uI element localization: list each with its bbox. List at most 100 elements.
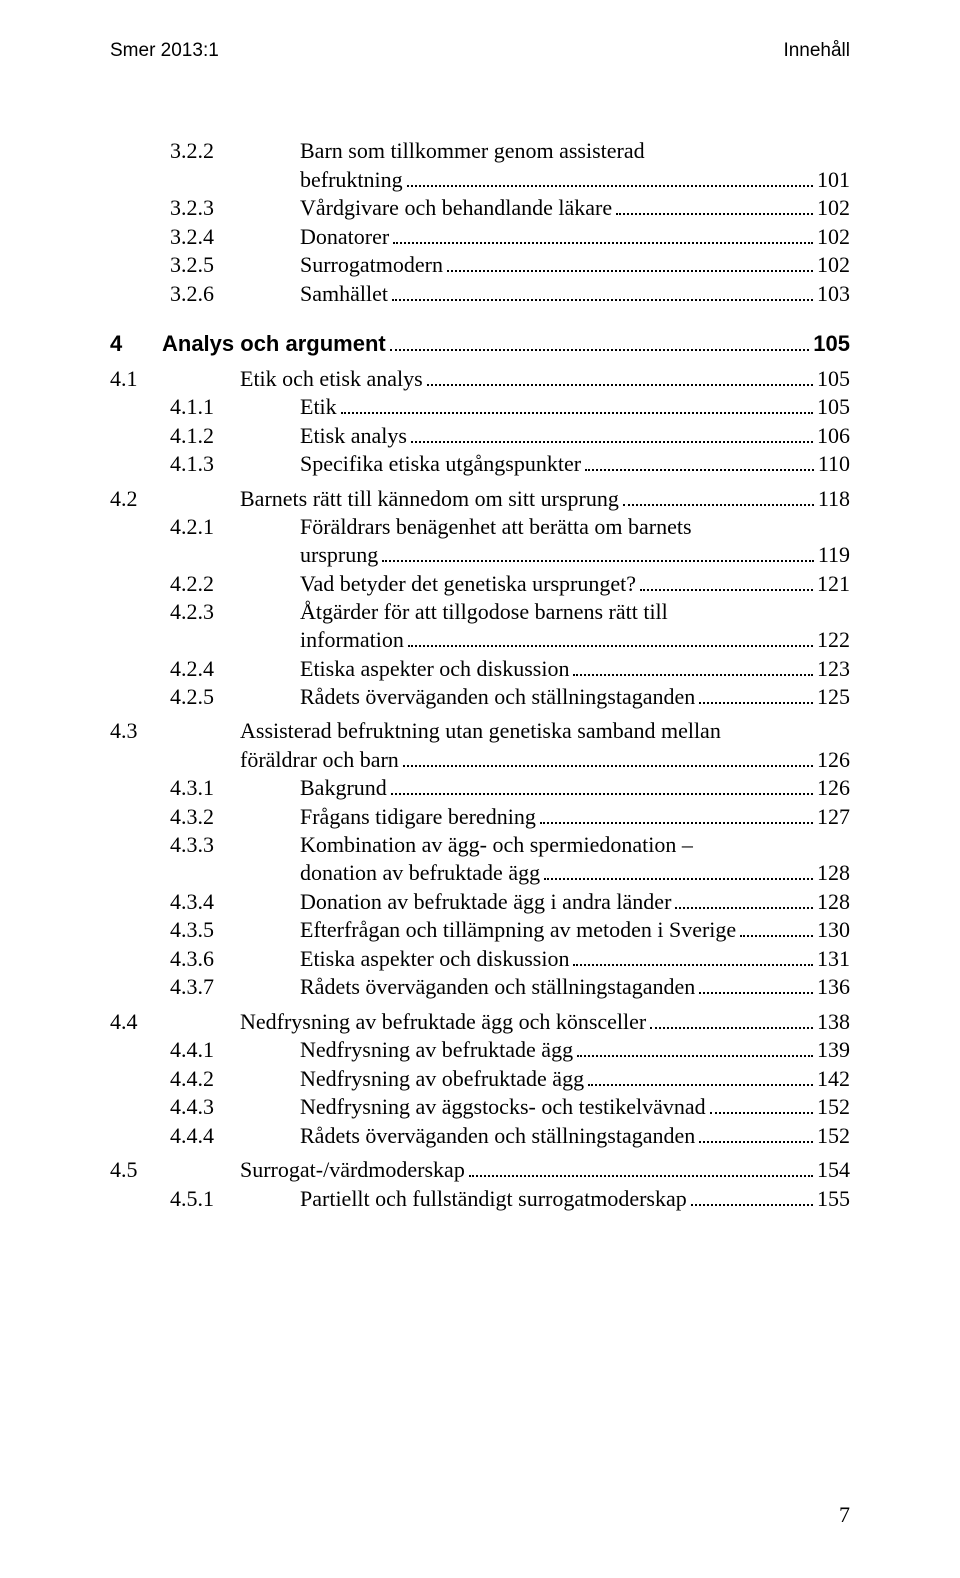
toc-line: 4.3.3Kombination av ägg- och spermiedona… — [110, 834, 850, 856]
toc-label: Efterfrågan och tillämpning av metoden i… — [300, 919, 736, 941]
toc-page: 130 — [817, 919, 850, 941]
toc-label: Samhället — [300, 283, 388, 305]
toc-label: Surrogat-/värdmoderskap — [240, 1159, 465, 1181]
toc-page: 121 — [817, 573, 850, 595]
toc-number: 4.2.2 — [110, 573, 300, 595]
toc-line: 4Analys och argument 105 — [110, 333, 850, 356]
toc-leader-dots — [623, 487, 814, 506]
header-left: Smer 2013:1 — [110, 40, 219, 62]
toc-line: 4.2.2Vad betyder det genetiska ursprunge… — [110, 572, 850, 595]
toc-label: information — [300, 629, 404, 651]
toc-number: 4.3 — [110, 720, 240, 742]
toc-page: 122 — [817, 629, 850, 651]
toc-page: 136 — [817, 976, 850, 998]
toc-line: 4.5Surrogat-/värdmoderskap154 — [110, 1159, 850, 1182]
toc-leader-dots — [710, 1096, 813, 1115]
toc-number: 4 — [110, 333, 162, 355]
toc-leader-dots — [675, 890, 813, 909]
toc-number: 4.4.4 — [110, 1125, 300, 1147]
toc-page: 102 — [817, 254, 850, 276]
toc-line: 4.3Assisterad befruktning utan genetiska… — [110, 720, 850, 742]
header-right: Innehåll — [783, 40, 850, 62]
toc-leader-dots — [640, 572, 813, 591]
toc-page: 101 — [817, 169, 850, 191]
toc-number: 4.1.3 — [110, 453, 300, 475]
toc-number: 4.3.7 — [110, 976, 300, 998]
toc-page: 118 — [818, 488, 850, 510]
toc-line: 3.2.2Barn som tillkommer genom assistera… — [110, 140, 850, 162]
toc-leader-dots — [407, 168, 813, 187]
toc-label: Etiska aspekter och diskussion — [300, 658, 569, 680]
toc-line: 3.2.5Surrogatmodern102 — [110, 254, 850, 277]
toc-line: 4.1Etik och etisk analys105 — [110, 367, 850, 390]
toc-leader-dots — [577, 1039, 813, 1058]
toc-leader-dots — [393, 225, 813, 244]
toc-leader-dots — [699, 1124, 813, 1143]
toc-page: 127 — [817, 806, 850, 828]
toc-page: 110 — [818, 453, 850, 475]
toc-number: 3.2.2 — [110, 140, 300, 162]
toc-leader-dots — [691, 1187, 813, 1206]
toc-line: 4.4.4Rådets överväganden och ställningst… — [110, 1124, 850, 1147]
table-of-contents: 3.2.2Barn som tillkommer genom assistera… — [110, 140, 850, 1216]
toc-label: Etisk analys — [300, 425, 407, 447]
toc-line: 4.1.1Etik 105 — [110, 396, 850, 419]
toc-page: 152 — [817, 1125, 850, 1147]
toc-label: Bakgrund — [300, 777, 387, 799]
toc-page: 138 — [817, 1011, 850, 1033]
toc-leader-dots — [585, 453, 814, 472]
toc-line: 4.1.3Specifika etiska utgångspunkter110 — [110, 453, 850, 476]
toc-line: 4.1.2Etisk analys106 — [110, 424, 850, 447]
toc-number: 4.1.1 — [110, 396, 300, 418]
toc-leader-dots — [650, 1010, 813, 1029]
toc-page: 106 — [817, 425, 850, 447]
toc-label: föräldrar och barn — [240, 749, 399, 771]
toc-leader-dots — [411, 424, 813, 443]
toc-line: 4.2.5Rådets överväganden och ställningst… — [110, 686, 850, 709]
toc-page: 131 — [817, 948, 850, 970]
toc-page: 154 — [817, 1159, 850, 1181]
toc-page: 105 — [813, 333, 850, 355]
toc-page: 128 — [817, 891, 850, 913]
toc-leader-dots — [469, 1159, 813, 1178]
toc-label: Donatorer — [300, 226, 389, 248]
toc-label: Assisterad befruktning utan genetiska sa… — [240, 720, 721, 742]
toc-leader-dots — [573, 657, 813, 676]
toc-leader-dots — [447, 254, 813, 273]
toc-label: Åtgärder för att tillgodose barnens rätt… — [300, 601, 668, 623]
toc-line: 4.2.4Etiska aspekter och diskussion123 — [110, 657, 850, 680]
toc-line: 3.2.6Samhället103 — [110, 282, 850, 305]
toc-number: 4.2.3 — [110, 601, 300, 623]
toc-page: 155 — [817, 1188, 850, 1210]
toc-label: Vårdgivare och behandlande läkare — [300, 197, 612, 219]
toc-number: 4.4.2 — [110, 1068, 300, 1090]
toc-label: Etik och etisk analys — [240, 368, 423, 390]
toc-label: Analys och argument — [162, 333, 386, 355]
toc-leader-dots — [427, 367, 813, 386]
toc-label: Nedfrysning av äggstocks- och testikelvä… — [300, 1096, 706, 1118]
toc-label: Nedfrysning av befruktade ägg och könsce… — [240, 1011, 646, 1033]
toc-page: 125 — [817, 686, 850, 708]
toc-label: Barn som tillkommer genom assisterad — [300, 140, 645, 162]
toc-label: Nedfrysning av befruktade ägg — [300, 1039, 573, 1061]
toc-page: 105 — [817, 396, 850, 418]
toc-leader-dots — [408, 629, 813, 648]
toc-line: 3.2.3Vårdgivare och behandlande läkare10… — [110, 197, 850, 220]
toc-label: Etik — [300, 396, 337, 418]
toc-number: 3.2.3 — [110, 197, 300, 219]
running-header: Smer 2013:1 Innehåll — [110, 40, 850, 62]
toc-line: 4.5.1Partiellt och fullständigt surrogat… — [110, 1187, 850, 1210]
toc-page: 142 — [817, 1068, 850, 1090]
toc-line: 4.3.6Etiska aspekter och diskussion131 — [110, 947, 850, 970]
toc-line: 4.3.7Rådets överväganden och ställningst… — [110, 976, 850, 999]
toc-leader-dots — [740, 919, 813, 938]
toc-page: 103 — [817, 283, 850, 305]
toc-line: 4.3.2Frågans tidigare beredning127 — [110, 805, 850, 828]
toc-line: donation av befruktade ägg128 — [110, 862, 850, 885]
toc-number: 4.4.3 — [110, 1096, 300, 1118]
toc-label: Vad betyder det genetiska ursprunget? — [300, 573, 636, 595]
toc-leader-dots — [616, 197, 813, 216]
toc-page: 152 — [817, 1096, 850, 1118]
toc-line: 4.3.5Efterfrågan och tillämpning av meto… — [110, 919, 850, 942]
toc-page: 123 — [817, 658, 850, 680]
